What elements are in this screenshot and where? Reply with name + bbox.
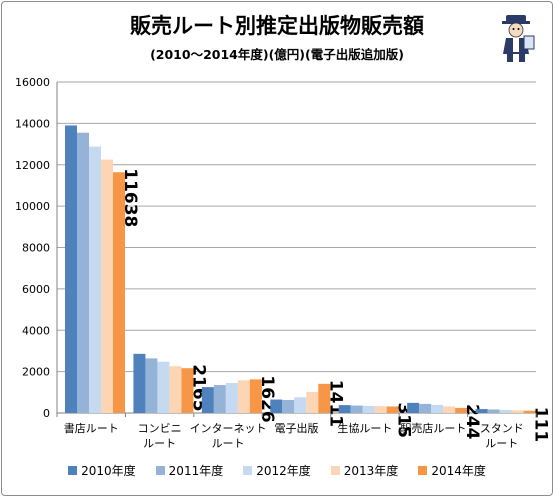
chart-title: 販売ルート別推定出版物販売額 [130, 14, 424, 38]
legend-label: 2013年度 [343, 464, 399, 478]
bar [133, 353, 146, 413]
bar [374, 406, 387, 413]
bar [249, 379, 262, 413]
bar [350, 405, 363, 413]
y-tick-label: 6000 [22, 283, 50, 296]
y-tick-label: 0 [43, 407, 50, 420]
legend-label: 2010年度 [81, 464, 136, 478]
legend-label: 2011年度 [168, 464, 224, 478]
y-tick-label: 16000 [15, 76, 50, 89]
legend-swatch [243, 466, 253, 475]
bar [362, 405, 375, 413]
x-tick-label: 駅売店ルート [400, 421, 466, 435]
x-tick-label: インターネット [190, 422, 267, 435]
bar [113, 172, 125, 413]
bar [225, 383, 238, 413]
legend-label: 2014年度 [431, 464, 486, 478]
bar [338, 405, 351, 413]
bar [169, 366, 182, 413]
bar [386, 406, 399, 413]
bar [455, 407, 468, 413]
chart-subtitle: (2010〜2014年度)(億円)(電子出版追加版) [150, 47, 404, 62]
y-tick-label: 12000 [15, 159, 50, 172]
bar [145, 358, 158, 413]
y-tick-label: 8000 [22, 242, 50, 255]
bar [237, 380, 250, 413]
bar [431, 404, 444, 413]
bar [201, 387, 214, 413]
bar [487, 409, 500, 413]
data-label: 1411 [325, 380, 345, 427]
mascot-icon [502, 15, 535, 62]
bar [181, 368, 194, 413]
chart-legend: 2010年度 2011年度 2012年度 2013年度 2014年度 [0, 462, 554, 479]
legend-item: 2010年度 [68, 462, 136, 479]
bar [77, 132, 89, 413]
bar [499, 409, 512, 413]
bar [101, 159, 113, 413]
legend-swatch [418, 466, 428, 475]
legend-label: 2012年度 [256, 464, 311, 478]
y-tick-label: 14000 [15, 117, 50, 130]
bar [306, 391, 319, 413]
y-tick-label: 10000 [15, 200, 50, 213]
bar [294, 397, 307, 413]
x-tick-label: ルート [485, 437, 518, 450]
bar [89, 146, 101, 414]
bar [318, 383, 331, 413]
bar [407, 402, 420, 413]
bar [419, 403, 432, 413]
bar [475, 409, 488, 413]
x-tick-label: 電子出版 [275, 421, 319, 435]
legend-swatch [68, 466, 78, 475]
bar [443, 406, 456, 413]
legend-item: 2012年度 [243, 462, 311, 479]
legend-item: 2011年度 [155, 462, 224, 479]
legend-item: 2014年度 [418, 462, 486, 479]
legend-swatch [330, 466, 340, 475]
legend-item: 2013年度 [330, 462, 399, 479]
data-label: 111 [531, 407, 551, 443]
data-label: 1626 [257, 375, 277, 422]
bar [270, 399, 283, 413]
x-tick-label: 生協ルート [337, 421, 392, 435]
bar [65, 125, 77, 413]
data-label: 11638 [120, 168, 140, 227]
x-tick-label: コンビニ [138, 422, 182, 435]
bar [157, 361, 170, 413]
x-tick-label: スタンド [480, 422, 524, 435]
x-tick-label: ルート [143, 437, 176, 450]
y-tick-label: 2000 [22, 366, 50, 379]
bar [523, 410, 536, 413]
y-tick-label: 4000 [22, 324, 50, 337]
x-tick-label: 書店ルート [64, 421, 119, 435]
x-tick-label: ルート [212, 437, 245, 450]
legend-swatch [155, 466, 165, 475]
bar [511, 410, 524, 413]
bar [282, 399, 295, 413]
bar [213, 385, 226, 413]
